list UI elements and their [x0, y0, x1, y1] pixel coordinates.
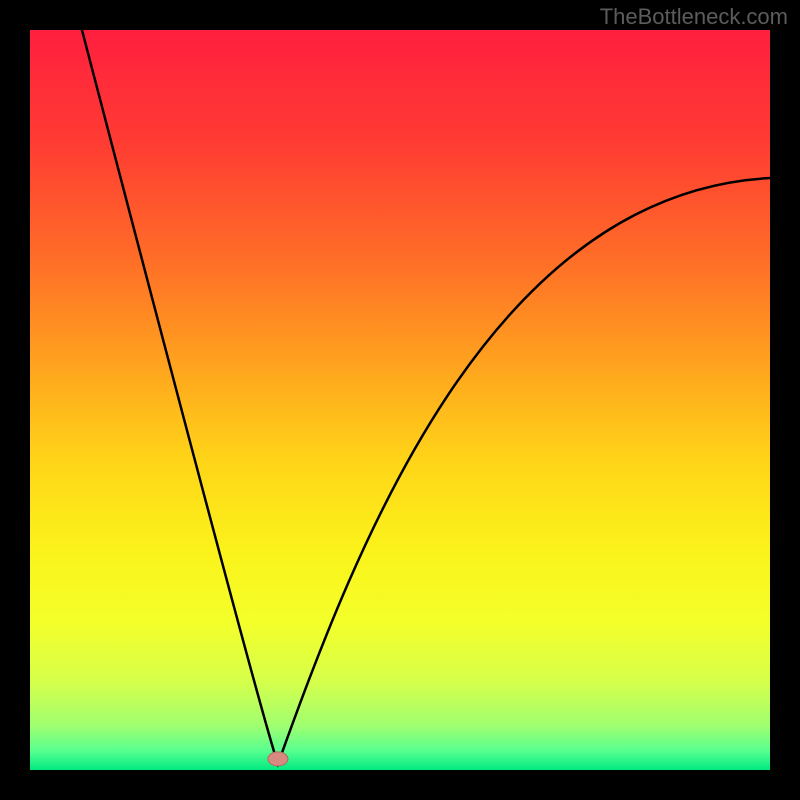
- chart-container: TheBottleneck.com: [0, 0, 800, 800]
- bottleneck-chart: [0, 0, 800, 800]
- watermark-text: TheBottleneck.com: [600, 4, 788, 30]
- chart-background: [30, 30, 770, 770]
- optimal-point-marker: [268, 752, 288, 766]
